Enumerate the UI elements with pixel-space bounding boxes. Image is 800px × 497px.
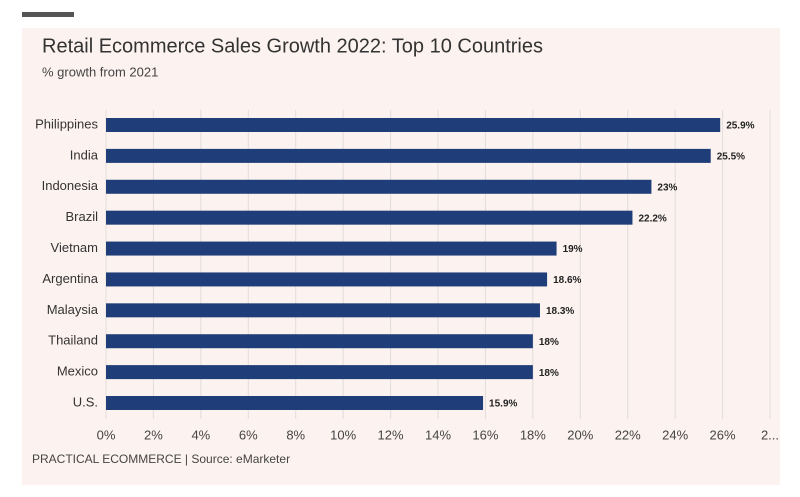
x-tick-label: 8% <box>286 427 305 442</box>
footer: PRACTICAL ECOMMERCE | Source: eMarketer <box>32 452 290 466</box>
y-tick-label: Indonesia <box>42 178 99 193</box>
data-label: 25.5% <box>717 152 745 163</box>
x-tick-label: 10% <box>330 427 356 442</box>
y-tick-label: Mexico <box>57 364 98 379</box>
chart-title: Retail Ecommerce Sales Growth 2022: Top … <box>42 35 543 57</box>
y-tick-label: India <box>70 147 99 162</box>
bar <box>106 210 633 225</box>
x-tick-label: 18% <box>520 427 546 442</box>
x-tick-label: 20% <box>567 427 593 442</box>
x-tick-label: 14% <box>425 427 451 442</box>
bar <box>106 272 548 287</box>
top-accent <box>22 12 74 17</box>
y-tick-label: Brazil <box>65 209 98 224</box>
y-tick-label: Thailand <box>48 333 98 348</box>
bar <box>106 241 557 256</box>
x-tick-label: 2% <box>144 427 163 442</box>
data-label: 18% <box>539 368 559 379</box>
x-tick-label: 24% <box>662 427 688 442</box>
y-tick-label: Malaysia <box>47 302 99 317</box>
bar <box>106 179 652 194</box>
x-tick-label: 22% <box>615 427 641 442</box>
x-tick-label: 26% <box>710 427 736 442</box>
bar <box>106 334 533 349</box>
data-label: 15.9% <box>489 399 517 410</box>
bar <box>106 148 711 163</box>
x-tick-label: 4% <box>191 427 210 442</box>
x-tick-label: 6% <box>239 427 258 442</box>
y-tick-label: U.S. <box>73 394 98 409</box>
y-tick-label: Philippines <box>35 116 98 131</box>
x-tick-label: 2... <box>761 427 779 442</box>
y-tick-label: Vietnam <box>51 240 98 255</box>
data-label: 25.9% <box>726 121 754 132</box>
data-label: 19% <box>563 244 583 255</box>
data-label: 18% <box>539 337 559 348</box>
chart-subtitle: % growth from 2021 <box>42 64 158 79</box>
data-label: 22.2% <box>638 213 666 224</box>
y-tick-label: Argentina <box>42 271 98 286</box>
bar <box>106 118 721 132</box>
data-label: 23% <box>657 182 677 193</box>
x-tick-label: 16% <box>472 427 498 442</box>
x-tick-label: 0% <box>97 427 116 442</box>
x-tick-label: 12% <box>378 427 404 442</box>
bar <box>106 303 540 318</box>
data-label: 18.3% <box>546 306 574 317</box>
bar <box>106 396 484 410</box>
bar <box>106 365 533 380</box>
panel <box>22 28 780 485</box>
data-label: 18.6% <box>553 275 581 286</box>
